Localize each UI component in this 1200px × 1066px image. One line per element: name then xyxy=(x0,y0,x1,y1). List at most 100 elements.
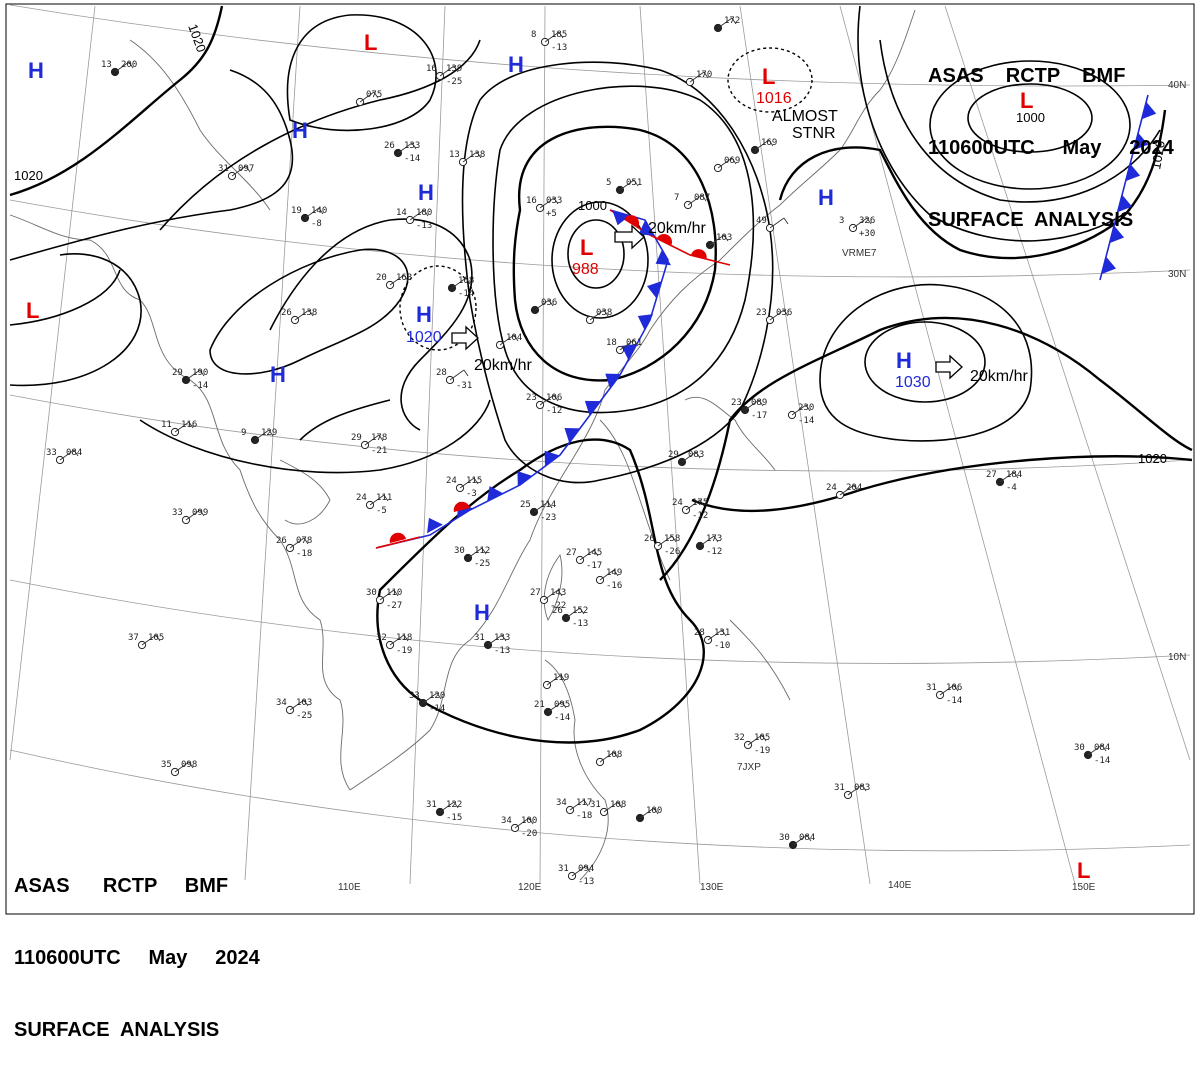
station-tendency: -14 xyxy=(1094,756,1110,766)
header-line: 110600UTC May 2024 xyxy=(928,137,1174,159)
station-plot: 14 180 -13 xyxy=(396,208,432,231)
station-temperature: 24 xyxy=(446,476,457,486)
wind-barb-icon xyxy=(754,139,770,151)
wind-barb-icon xyxy=(141,634,157,646)
station-tendency: -12 xyxy=(546,406,562,416)
wind-barb-icon xyxy=(599,751,615,763)
wind-barb-icon xyxy=(589,309,605,321)
station-pressure: 169 xyxy=(761,138,777,148)
wind-barb-icon xyxy=(546,674,562,686)
station-plot: 33 099 xyxy=(172,508,208,525)
station-temperature: 30 xyxy=(366,588,377,598)
wind-barb-feather xyxy=(758,399,764,407)
station-pressure: 114 xyxy=(540,500,556,510)
wind-barb-feather xyxy=(553,394,559,402)
station-pressure: 051 xyxy=(626,178,642,188)
low-center-symbol: L xyxy=(1077,858,1090,883)
wind-barb-feather xyxy=(723,234,729,242)
high-center-symbol: H xyxy=(292,118,308,143)
low-center-symbol: L xyxy=(580,235,593,260)
station-pressure: 173 xyxy=(706,534,722,544)
station-plot: 168-14 xyxy=(447,276,474,299)
station-plot: 25 114 -23 xyxy=(520,500,556,523)
station-temperature: 18 xyxy=(606,338,617,348)
wind-barb-icon xyxy=(289,699,305,711)
map-frame xyxy=(5,3,1195,915)
station-temperature: 26 xyxy=(281,308,292,318)
wind-barb-feather xyxy=(703,71,709,79)
station-plot: 038 xyxy=(585,308,612,325)
wind-barb-icon xyxy=(565,607,581,619)
cold-front-barb xyxy=(637,314,654,330)
station-plot: 31 094 -13 xyxy=(558,864,594,887)
station-temperature: 33 xyxy=(46,448,57,458)
station-plot: 29 190 -14 xyxy=(172,368,208,391)
station-temperature: 24 xyxy=(826,483,837,493)
station-pressure: 033 xyxy=(546,196,562,206)
wind-barb-icon xyxy=(422,692,438,704)
station-pressure: 133 xyxy=(404,141,420,151)
wind-barb-feather xyxy=(411,142,417,150)
station-temperature: 11 xyxy=(161,420,172,430)
footer-line: SURFACE ANALYSIS xyxy=(14,1019,220,1041)
cold-front-barb xyxy=(647,281,662,299)
wind-barb-icon xyxy=(439,801,455,813)
station-temperature: 30 xyxy=(454,546,465,556)
wind-barb-feather xyxy=(188,421,194,429)
station-temperature: 31 xyxy=(926,683,937,693)
station-pressure: 083 xyxy=(688,450,704,460)
station-tendency: -12 xyxy=(706,547,722,557)
station-plot: 24 111 -5 xyxy=(356,493,392,516)
cold-front-barb xyxy=(1109,225,1125,244)
station-pressure: 122 xyxy=(446,800,462,810)
longitude-label: 150E xyxy=(1072,882,1096,893)
wind-barb-icon xyxy=(539,197,555,209)
footer-line: ASAS RCTP BMF xyxy=(14,875,229,897)
wind-barb-icon xyxy=(289,537,305,549)
wind-barb-icon xyxy=(1087,744,1103,756)
wind-barb-feather xyxy=(268,429,274,437)
station-plot: 26 133 -14 xyxy=(384,141,420,164)
station-tendency: -17 xyxy=(751,411,767,421)
weather-chart: 1020 1020 1020 1020 1000 1000 13 200 16 139… xyxy=(5,3,1195,915)
station-pressure: 108 xyxy=(606,750,622,760)
station-plot: 21 095 -14 xyxy=(534,700,570,723)
low-center-symbol: L xyxy=(364,30,377,55)
longitude-label: 110E xyxy=(338,882,361,893)
cold-front-barb xyxy=(605,373,621,389)
pressure-centers: L 988 L 1016 ALMOST STNR L H 1030 H 1020… xyxy=(26,30,1090,883)
wind-barb-icon xyxy=(699,535,715,547)
station-temperature: 29 xyxy=(172,368,183,378)
wind-barb-feather xyxy=(603,309,609,317)
cold-front-barb xyxy=(1125,163,1141,182)
wind-barb-icon xyxy=(294,309,310,321)
wind-barb-feather xyxy=(501,634,507,642)
station-plot: 230-14 xyxy=(787,403,814,426)
wind-barb-icon xyxy=(847,784,863,796)
cold-front-barb xyxy=(655,249,671,266)
station-tendency: -3 xyxy=(466,489,477,499)
wind-barb-icon xyxy=(603,801,619,813)
cold-front-barb xyxy=(427,517,443,534)
cold-front-barb xyxy=(1141,101,1157,120)
wind-barb-icon xyxy=(364,434,380,446)
station-plot: 33 084 xyxy=(46,448,82,465)
wind-barb-icon xyxy=(769,217,785,229)
latitude-lines xyxy=(9,4,1191,852)
station-temperature: 27 xyxy=(566,548,577,558)
station-plot: 172 xyxy=(713,16,740,33)
wind-barb-feather xyxy=(761,734,767,742)
wind-barb-feather xyxy=(465,277,471,285)
station-tendency: -16 xyxy=(606,581,622,591)
movement-arrow-icon xyxy=(935,354,963,380)
station-tendency: -25 xyxy=(446,77,462,87)
station-plot: 19 140 -8 xyxy=(291,206,327,229)
wind-barb-feather xyxy=(671,535,677,543)
station-plot: 18 061 xyxy=(606,338,642,355)
station-tendency: -14 xyxy=(946,696,962,706)
cold-front-barb xyxy=(612,210,630,226)
wind-barb-feather xyxy=(378,434,384,442)
cold-front-barb xyxy=(638,220,655,236)
station-plot: 075 xyxy=(355,90,382,107)
station-plot: 27 145 -17 xyxy=(566,548,602,571)
